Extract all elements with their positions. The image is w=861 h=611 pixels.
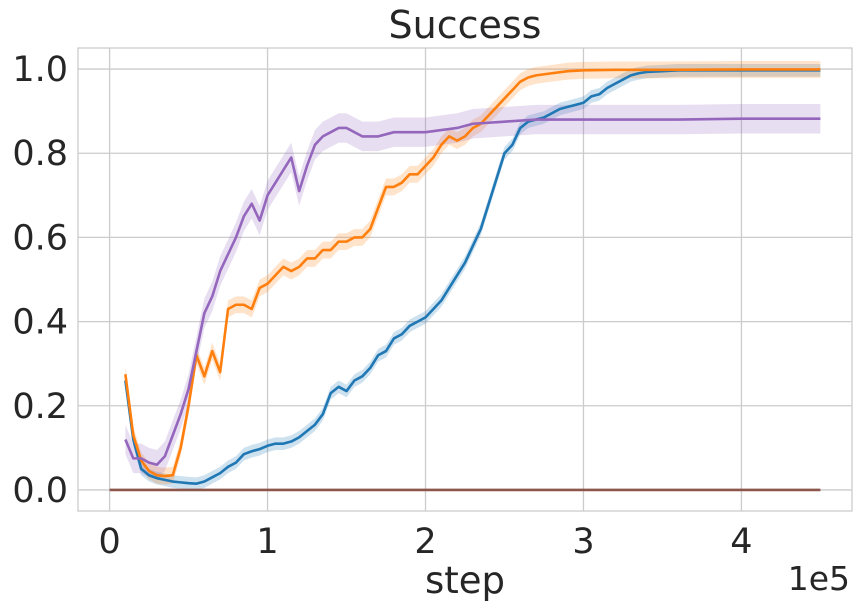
series-line-2 xyxy=(124,117,821,467)
series-band-2 xyxy=(125,103,821,480)
x-tick-label: 2 xyxy=(414,522,436,562)
y-tick-label: 0.2 xyxy=(12,387,68,427)
y-tick-label: 0.8 xyxy=(12,134,68,174)
gridlines xyxy=(78,48,852,511)
y-tick-label: 0.0 xyxy=(12,471,68,511)
y-tick-label: 0.4 xyxy=(12,303,68,343)
series-line-0 xyxy=(124,69,821,485)
x-tick-label: 4 xyxy=(730,522,752,562)
chart-title: Success xyxy=(389,3,542,47)
x-tick-labels: 0 1 2 3 4 xyxy=(98,522,752,562)
series-line-1 xyxy=(124,68,821,478)
x-axis-label: step xyxy=(425,559,505,602)
y-tick-label: 0.6 xyxy=(12,218,68,258)
series-lines xyxy=(109,68,821,492)
x-tick-label: 1 xyxy=(256,522,278,562)
plot-frame xyxy=(77,47,853,512)
x-tick-label: 3 xyxy=(572,522,594,562)
y-tick-labels: 0.0 0.2 0.4 0.6 0.8 1.0 xyxy=(12,50,68,511)
x-offset-text: 1e5 xyxy=(788,559,850,598)
confidence-bands xyxy=(125,61,821,490)
y-tick-label: 1.0 xyxy=(12,50,68,90)
x-tick-label: 0 xyxy=(98,522,120,562)
